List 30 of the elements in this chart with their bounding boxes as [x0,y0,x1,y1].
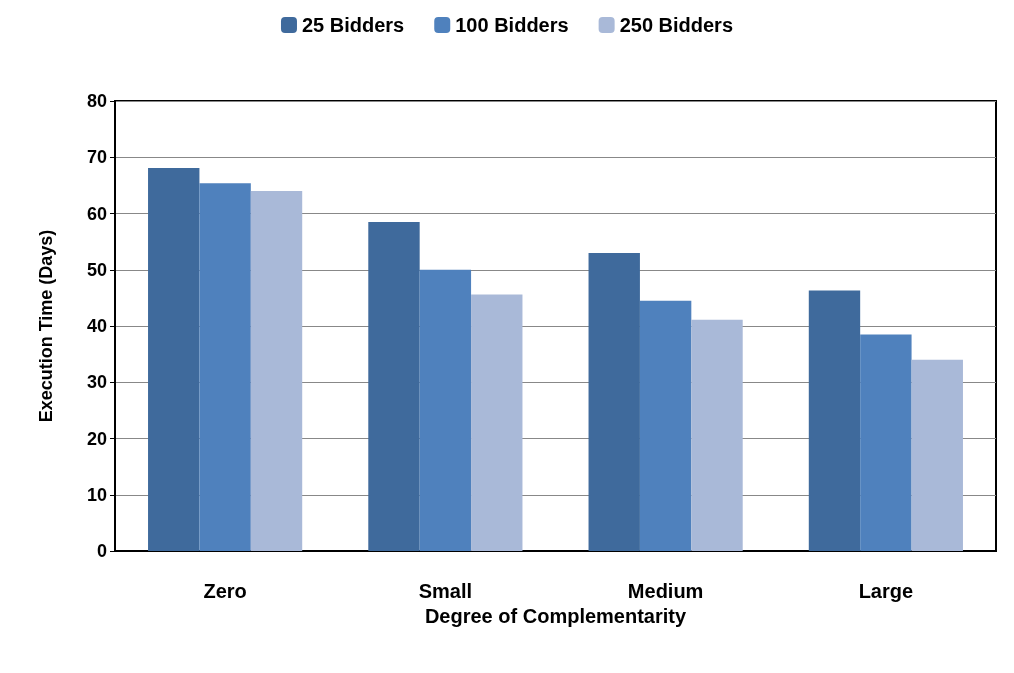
bar [691,319,743,551]
y-tick-label: 30 [86,372,107,393]
bar [808,290,861,551]
bar [368,221,420,551]
bar [860,334,912,551]
y-tick-label: 60 [86,203,107,224]
x-axis-title: Degree of Complementarity [424,605,687,627]
y-tick-label: 0 [96,541,107,561]
legend-label: 250 Bidders [619,14,734,36]
legend-label: 100 Bidders [455,14,569,36]
x-tick-label: Zero [203,580,247,602]
bar [250,191,303,551]
y-axis-title: Execution Time (Days) [36,229,56,423]
y-tick-label: 80 [86,91,107,111]
y-tick-label: 70 [86,147,107,168]
x-tick-label: Large [858,580,914,602]
legend-label: 25 Bidders [301,14,405,36]
bar [639,300,692,551]
bar [199,183,251,551]
x-tick-label: Small [418,580,473,602]
bar [911,359,963,551]
x-tick-label: Medium [627,580,704,602]
y-tick-label: 10 [86,484,107,505]
bar [419,269,472,551]
bar [471,294,523,551]
y-tick-label: 40 [86,316,107,336]
bar [148,167,200,551]
y-tick-label: 20 [86,428,107,449]
y-tick-label: 50 [86,259,107,280]
bar [588,252,640,551]
